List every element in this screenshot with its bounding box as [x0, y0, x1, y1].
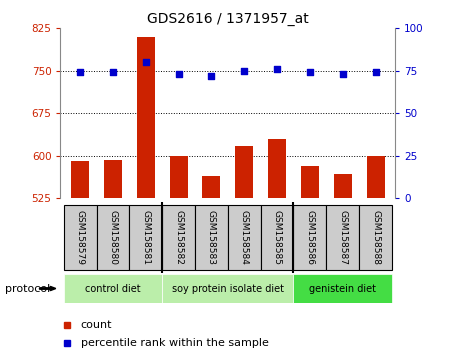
Point — [240, 68, 248, 74]
Text: GSM158581: GSM158581 — [141, 210, 150, 265]
Bar — [228, 205, 261, 270]
Bar — [64, 205, 97, 270]
Bar — [268, 139, 286, 198]
Bar — [366, 156, 385, 198]
Bar — [170, 156, 188, 198]
Text: GSM158584: GSM158584 — [240, 210, 249, 265]
Point — [273, 66, 281, 72]
Bar — [162, 205, 195, 270]
Bar — [129, 205, 162, 270]
Text: GSM158588: GSM158588 — [371, 210, 380, 265]
Bar — [301, 166, 319, 198]
Bar — [195, 205, 228, 270]
Bar — [71, 161, 89, 198]
Point — [175, 72, 182, 77]
Text: GSM158585: GSM158585 — [272, 210, 282, 265]
Text: GSM158580: GSM158580 — [108, 210, 118, 265]
Bar — [334, 174, 352, 198]
Text: genistein diet: genistein diet — [309, 284, 376, 293]
Bar — [235, 145, 253, 198]
Point — [109, 70, 117, 75]
Bar — [162, 274, 293, 303]
Bar — [97, 205, 129, 270]
Point — [372, 70, 379, 75]
Point — [142, 59, 150, 65]
Bar — [359, 205, 392, 270]
Text: control diet: control diet — [85, 284, 141, 293]
Point — [306, 70, 313, 75]
Bar — [261, 205, 293, 270]
Bar — [293, 274, 392, 303]
Point — [76, 70, 84, 75]
Text: GSM158587: GSM158587 — [338, 210, 347, 265]
Text: soy protein isolate diet: soy protein isolate diet — [172, 284, 284, 293]
Bar — [202, 176, 220, 198]
Bar — [326, 205, 359, 270]
Point — [208, 73, 215, 79]
Text: GSM158583: GSM158583 — [207, 210, 216, 265]
Point — [339, 72, 346, 77]
Bar — [64, 274, 162, 303]
Text: GSM158582: GSM158582 — [174, 210, 183, 265]
Text: count: count — [80, 320, 112, 330]
Text: GSM158586: GSM158586 — [306, 210, 314, 265]
Bar — [137, 37, 155, 198]
Bar — [293, 205, 326, 270]
Text: protocol: protocol — [5, 284, 50, 293]
Bar — [104, 160, 122, 198]
Title: GDS2616 / 1371957_at: GDS2616 / 1371957_at — [147, 12, 309, 26]
Text: GSM158579: GSM158579 — [76, 210, 85, 265]
Text: percentile rank within the sample: percentile rank within the sample — [80, 338, 268, 348]
